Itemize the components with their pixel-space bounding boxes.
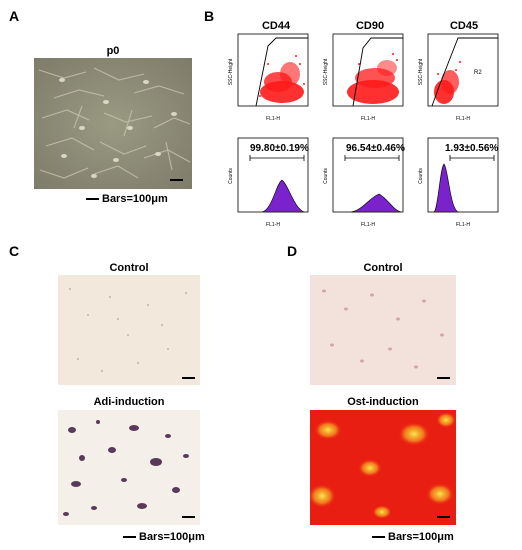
cd90-percent: 96.54±0.46% [346, 143, 405, 154]
svg-text:FL1-H: FL1-H [266, 222, 280, 228]
svg-text:FL1-H: FL1-H [456, 116, 470, 122]
panel-a-scale-note: Bars=100μm [86, 193, 168, 205]
panel-b-label: B [204, 8, 215, 24]
cd44-title: CD44 [261, 20, 291, 32]
cd44-scatter [237, 33, 309, 107]
cd90-histogram [332, 137, 404, 213]
cd45-title: CD45 [449, 20, 479, 32]
adipogenic-control-image [58, 275, 200, 385]
panel-c-top-title: Control [109, 262, 149, 274]
adi-control-scale-bar [182, 377, 195, 379]
cd45-percent: 1.93±0.56% [445, 143, 499, 154]
svg-text:FL1-H: FL1-H [361, 116, 375, 122]
svg-text:Counts: Counts [228, 168, 234, 184]
ost-induction-scale-bar [437, 516, 450, 518]
flow-scatter-plots: R2 SSC-Height SSC-Height SSC-Height FL1-… [228, 33, 499, 122]
cd45-scatter: R2 [427, 33, 499, 107]
panel-c-label: C [9, 243, 20, 259]
panel-d-label: D [287, 243, 298, 259]
adi-induction-image [58, 410, 200, 525]
ost-control-scale-bar [437, 377, 450, 379]
svg-text:SSC-Height: SSC-Height [323, 58, 329, 85]
p0-scale-bar [170, 179, 183, 181]
cd44-percent: 99.80±0.19% [250, 143, 309, 154]
panel-a-label: A [9, 8, 20, 24]
svg-text:Counts: Counts [323, 168, 329, 184]
cd90-title: CD90 [355, 20, 385, 32]
cd44-histogram [237, 137, 309, 213]
panel-c-scale-note: Bars=100μm [123, 531, 205, 543]
gate-r2-label: R2 [474, 70, 482, 76]
panel-d-scale-note: Bars=100μm [372, 531, 454, 543]
panel-c-bottom-title: Adi-induction [93, 396, 165, 408]
cd90-scatter [332, 33, 404, 107]
panel-a-title: p0 [106, 45, 120, 57]
ost-induction-image [310, 410, 456, 525]
svg-text:SSC-Height: SSC-Height [228, 58, 234, 85]
svg-text:Counts: Counts [418, 168, 424, 184]
cd45-histogram [427, 137, 499, 213]
panel-d-top-title: Control [363, 262, 403, 274]
svg-text:FL1-H: FL1-H [361, 222, 375, 228]
osteogenic-control-image [310, 275, 456, 385]
flow-histograms: Counts Counts Counts FL1-H FL1-H FL1-H [228, 137, 499, 228]
adi-induction-scale-bar [182, 516, 195, 518]
svg-text:FL1-H: FL1-H [456, 222, 470, 228]
svg-text:FL1-H: FL1-H [266, 116, 280, 122]
svg-text:SSC-Height: SSC-Height [418, 58, 424, 85]
p0-cell-culture-image [34, 58, 192, 189]
panel-d-bottom-title: Ost-induction [347, 396, 419, 408]
